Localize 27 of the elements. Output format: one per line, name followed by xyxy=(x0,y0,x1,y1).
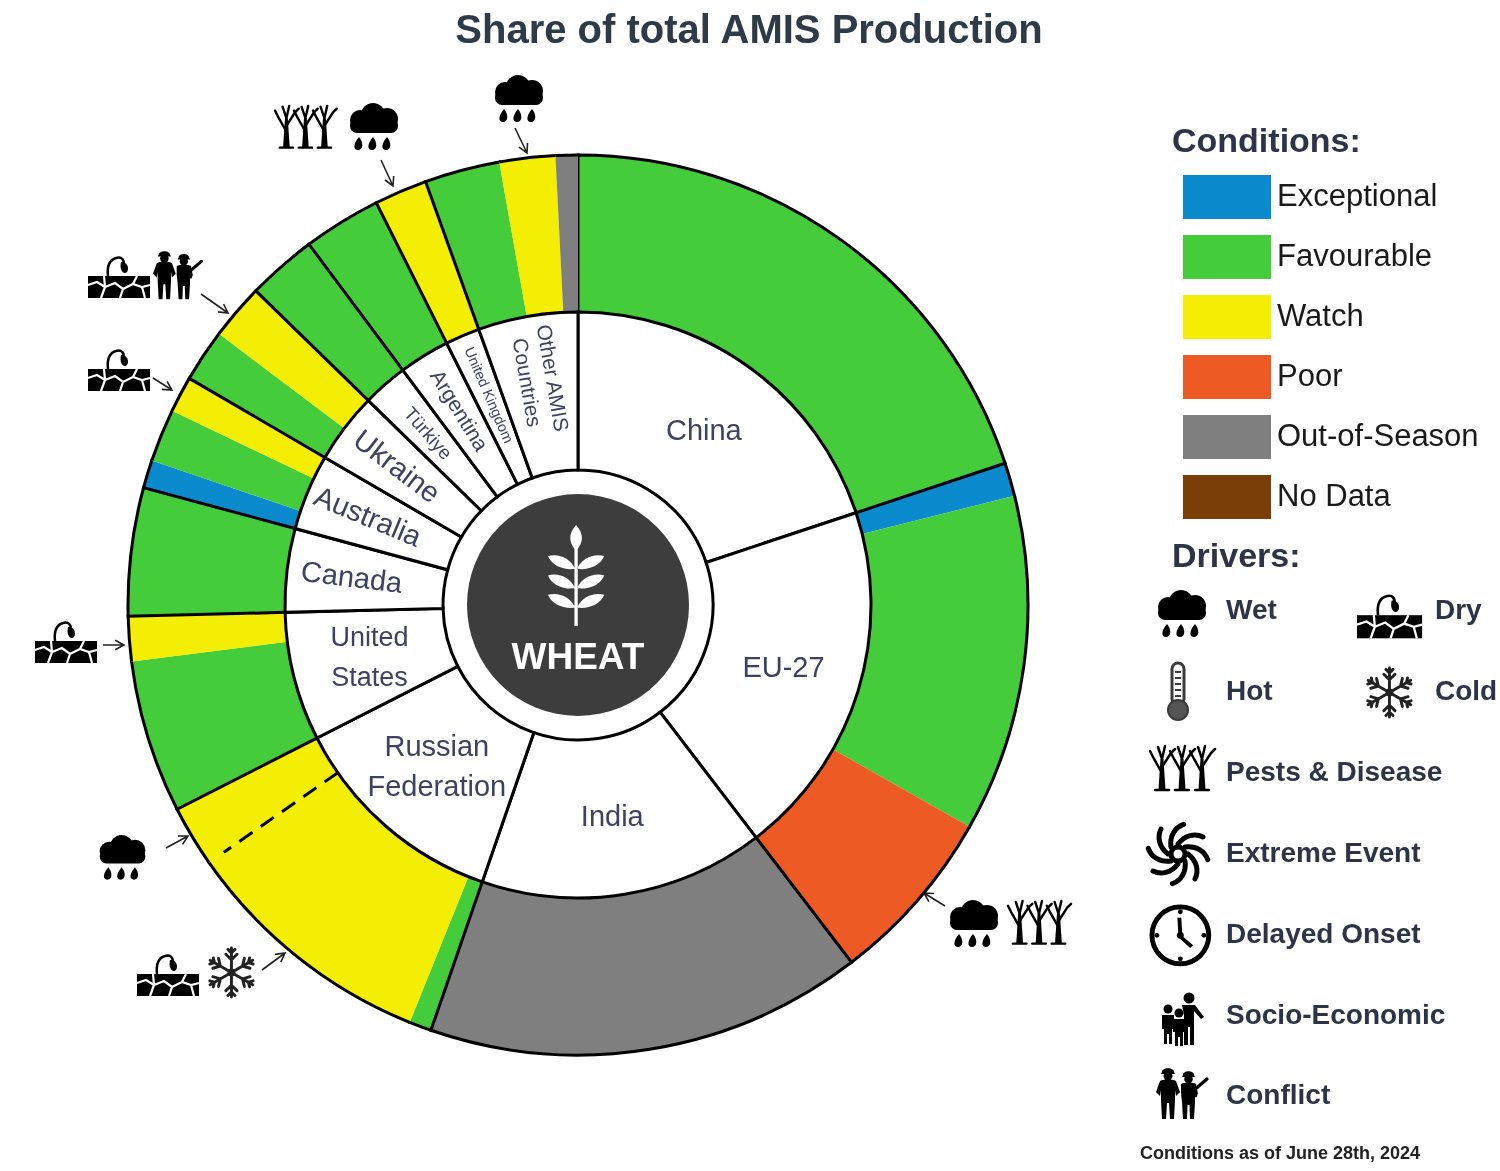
slice-label: Russian Federation xyxy=(367,730,507,803)
slice-label: United States xyxy=(330,621,409,692)
text: Delayed Onset xyxy=(1226,918,1421,949)
legend-label: Favourable xyxy=(1277,238,1433,273)
slice-label: India xyxy=(580,800,645,833)
legend-label: Poor xyxy=(1277,358,1343,393)
legend-label: Out-of-Season xyxy=(1277,418,1479,453)
text: Drivers: xyxy=(1172,536,1301,574)
legend-title: Conditions: xyxy=(1172,121,1361,159)
text: Socio-Economic xyxy=(1226,999,1446,1030)
legend-label: No Data xyxy=(1277,478,1392,513)
legend-label: Watch xyxy=(1277,298,1364,333)
legend-label: Exceptional xyxy=(1277,178,1438,213)
text: Hot xyxy=(1226,675,1273,706)
text: Conditions as of June 28th, 2024 xyxy=(1140,1143,1421,1163)
slice-label: China xyxy=(665,413,743,446)
text: WHEAT xyxy=(511,636,645,677)
slice-label: Canada xyxy=(299,554,405,599)
text: Conflict xyxy=(1226,1079,1331,1110)
text: Wet xyxy=(1226,594,1277,625)
text: Pests & Disease xyxy=(1226,756,1443,787)
slice-label: Other AMIS Countries xyxy=(508,322,574,434)
text: Extreme Event xyxy=(1226,837,1421,868)
text: Dry xyxy=(1435,594,1483,625)
slice-label: EU-27 xyxy=(742,651,825,684)
text: Cold xyxy=(1435,675,1498,706)
chart-title: Share of total AMIS Production xyxy=(455,7,1043,51)
